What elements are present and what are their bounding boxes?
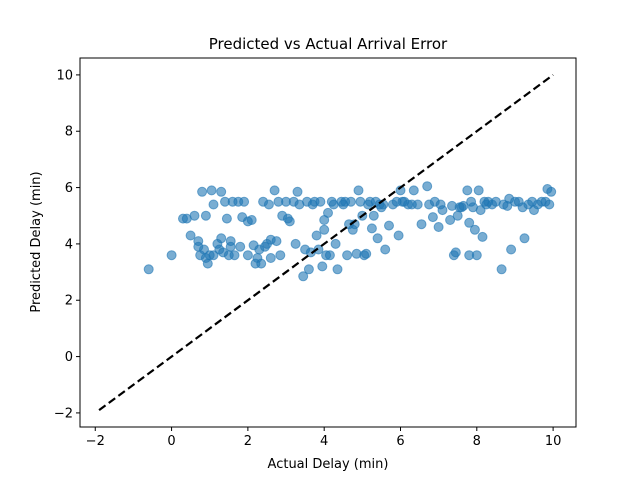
scatter-point [496,264,507,275]
scatter-point [317,261,328,272]
scatter-point [216,233,227,244]
scatter-point [242,250,253,261]
scatter-point [458,200,469,211]
scatter-point [445,215,456,225]
scatter-point [393,230,404,241]
y-tick-label: 6 [65,181,73,196]
y-axis-ticks: −2 0 2 4 6 8 10 [54,68,80,421]
scatter-point [471,250,482,261]
scatter-point [323,207,333,218]
scatter-point [235,241,246,252]
x-tick-label: 4 [320,434,328,449]
y-tick-label: −2 [54,406,73,421]
scatter-point [166,250,177,261]
scatter-point [519,233,530,244]
x-tick-label: 0 [167,434,175,449]
scatter-point [200,210,211,221]
scatter-point [275,250,286,261]
y-axis-label: Predicted Delay (min) [29,171,44,312]
scatter-point [368,210,379,221]
scatter-point [437,205,448,216]
scatter-point [208,199,219,210]
scatter-point [197,186,208,197]
scatter-point [361,248,372,259]
y-tick-label: 10 [56,68,73,83]
scatter-point [292,186,303,197]
scatter-point [193,236,204,247]
scatter-point [256,258,267,269]
y-tick-label: 0 [65,350,73,365]
scatter-point [311,230,322,241]
y-tick-label: 8 [65,125,73,140]
plot-frame [79,57,577,428]
scatter-point [384,220,394,231]
scatter-point [450,247,461,258]
scatter-point [298,271,309,282]
scatter-point [246,215,257,225]
scatter-point [263,199,274,210]
scatter-point [380,244,391,255]
chart-title: Predicted vs Actual Arrival Error [209,35,448,53]
scatter-point [303,264,314,275]
scatter-point [408,185,419,196]
scatter-point [313,244,324,255]
x-tick-label: −2 [86,434,105,449]
scatter-point [345,196,356,207]
scatter-point [225,236,236,247]
scatter-point [353,185,364,196]
scatter-point [290,238,301,249]
scatter-point [189,210,200,221]
scatter-point [452,210,463,221]
scatter-point [546,186,557,197]
scatter-point [206,185,217,196]
scatter-point [366,223,377,234]
scatter-point [315,196,326,207]
scatter-point [506,244,517,255]
scatter-point [271,236,282,247]
scatter-point [324,250,335,261]
scatter-point [416,219,427,230]
points-layer [143,181,557,282]
x-tick-label: 2 [244,434,252,449]
scatter-point [221,213,232,224]
x-axis-label: Actual Delay (min) [268,457,389,472]
x-tick-label: 6 [396,434,404,449]
scatter-point [202,258,213,269]
scatter-point [372,233,383,244]
scatter-point [185,230,196,241]
scatter-point [265,253,276,263]
scatter-point [319,224,330,235]
reference-line [98,74,554,411]
scatter-point [433,222,444,232]
scatter-point [229,250,240,261]
scatter-point [477,231,488,242]
x-tick-label: 10 [545,434,562,449]
y-tick-label: 4 [65,237,73,252]
scatter-point [544,199,555,210]
scatter-point [216,186,227,197]
scatter-point [342,250,353,261]
y-tick-label: 2 [65,294,73,309]
scatter-point [284,216,295,227]
scatter-point [469,224,480,235]
reference-line-layer [98,74,554,411]
scatter-point [143,264,154,275]
scatter-point [427,212,438,223]
scatter-point [239,196,250,207]
scatter-point [412,199,423,210]
x-axis-ticks: −2 0 2 4 6 8 10 [86,427,562,449]
scatter-point [473,185,484,196]
x-tick-label: 8 [473,434,481,449]
scatter-point [464,217,475,228]
scatter-point [422,181,433,192]
scatter-point [332,264,343,275]
scatter-point [330,238,341,249]
scatter-point [462,185,473,196]
scatter-point [269,185,280,196]
